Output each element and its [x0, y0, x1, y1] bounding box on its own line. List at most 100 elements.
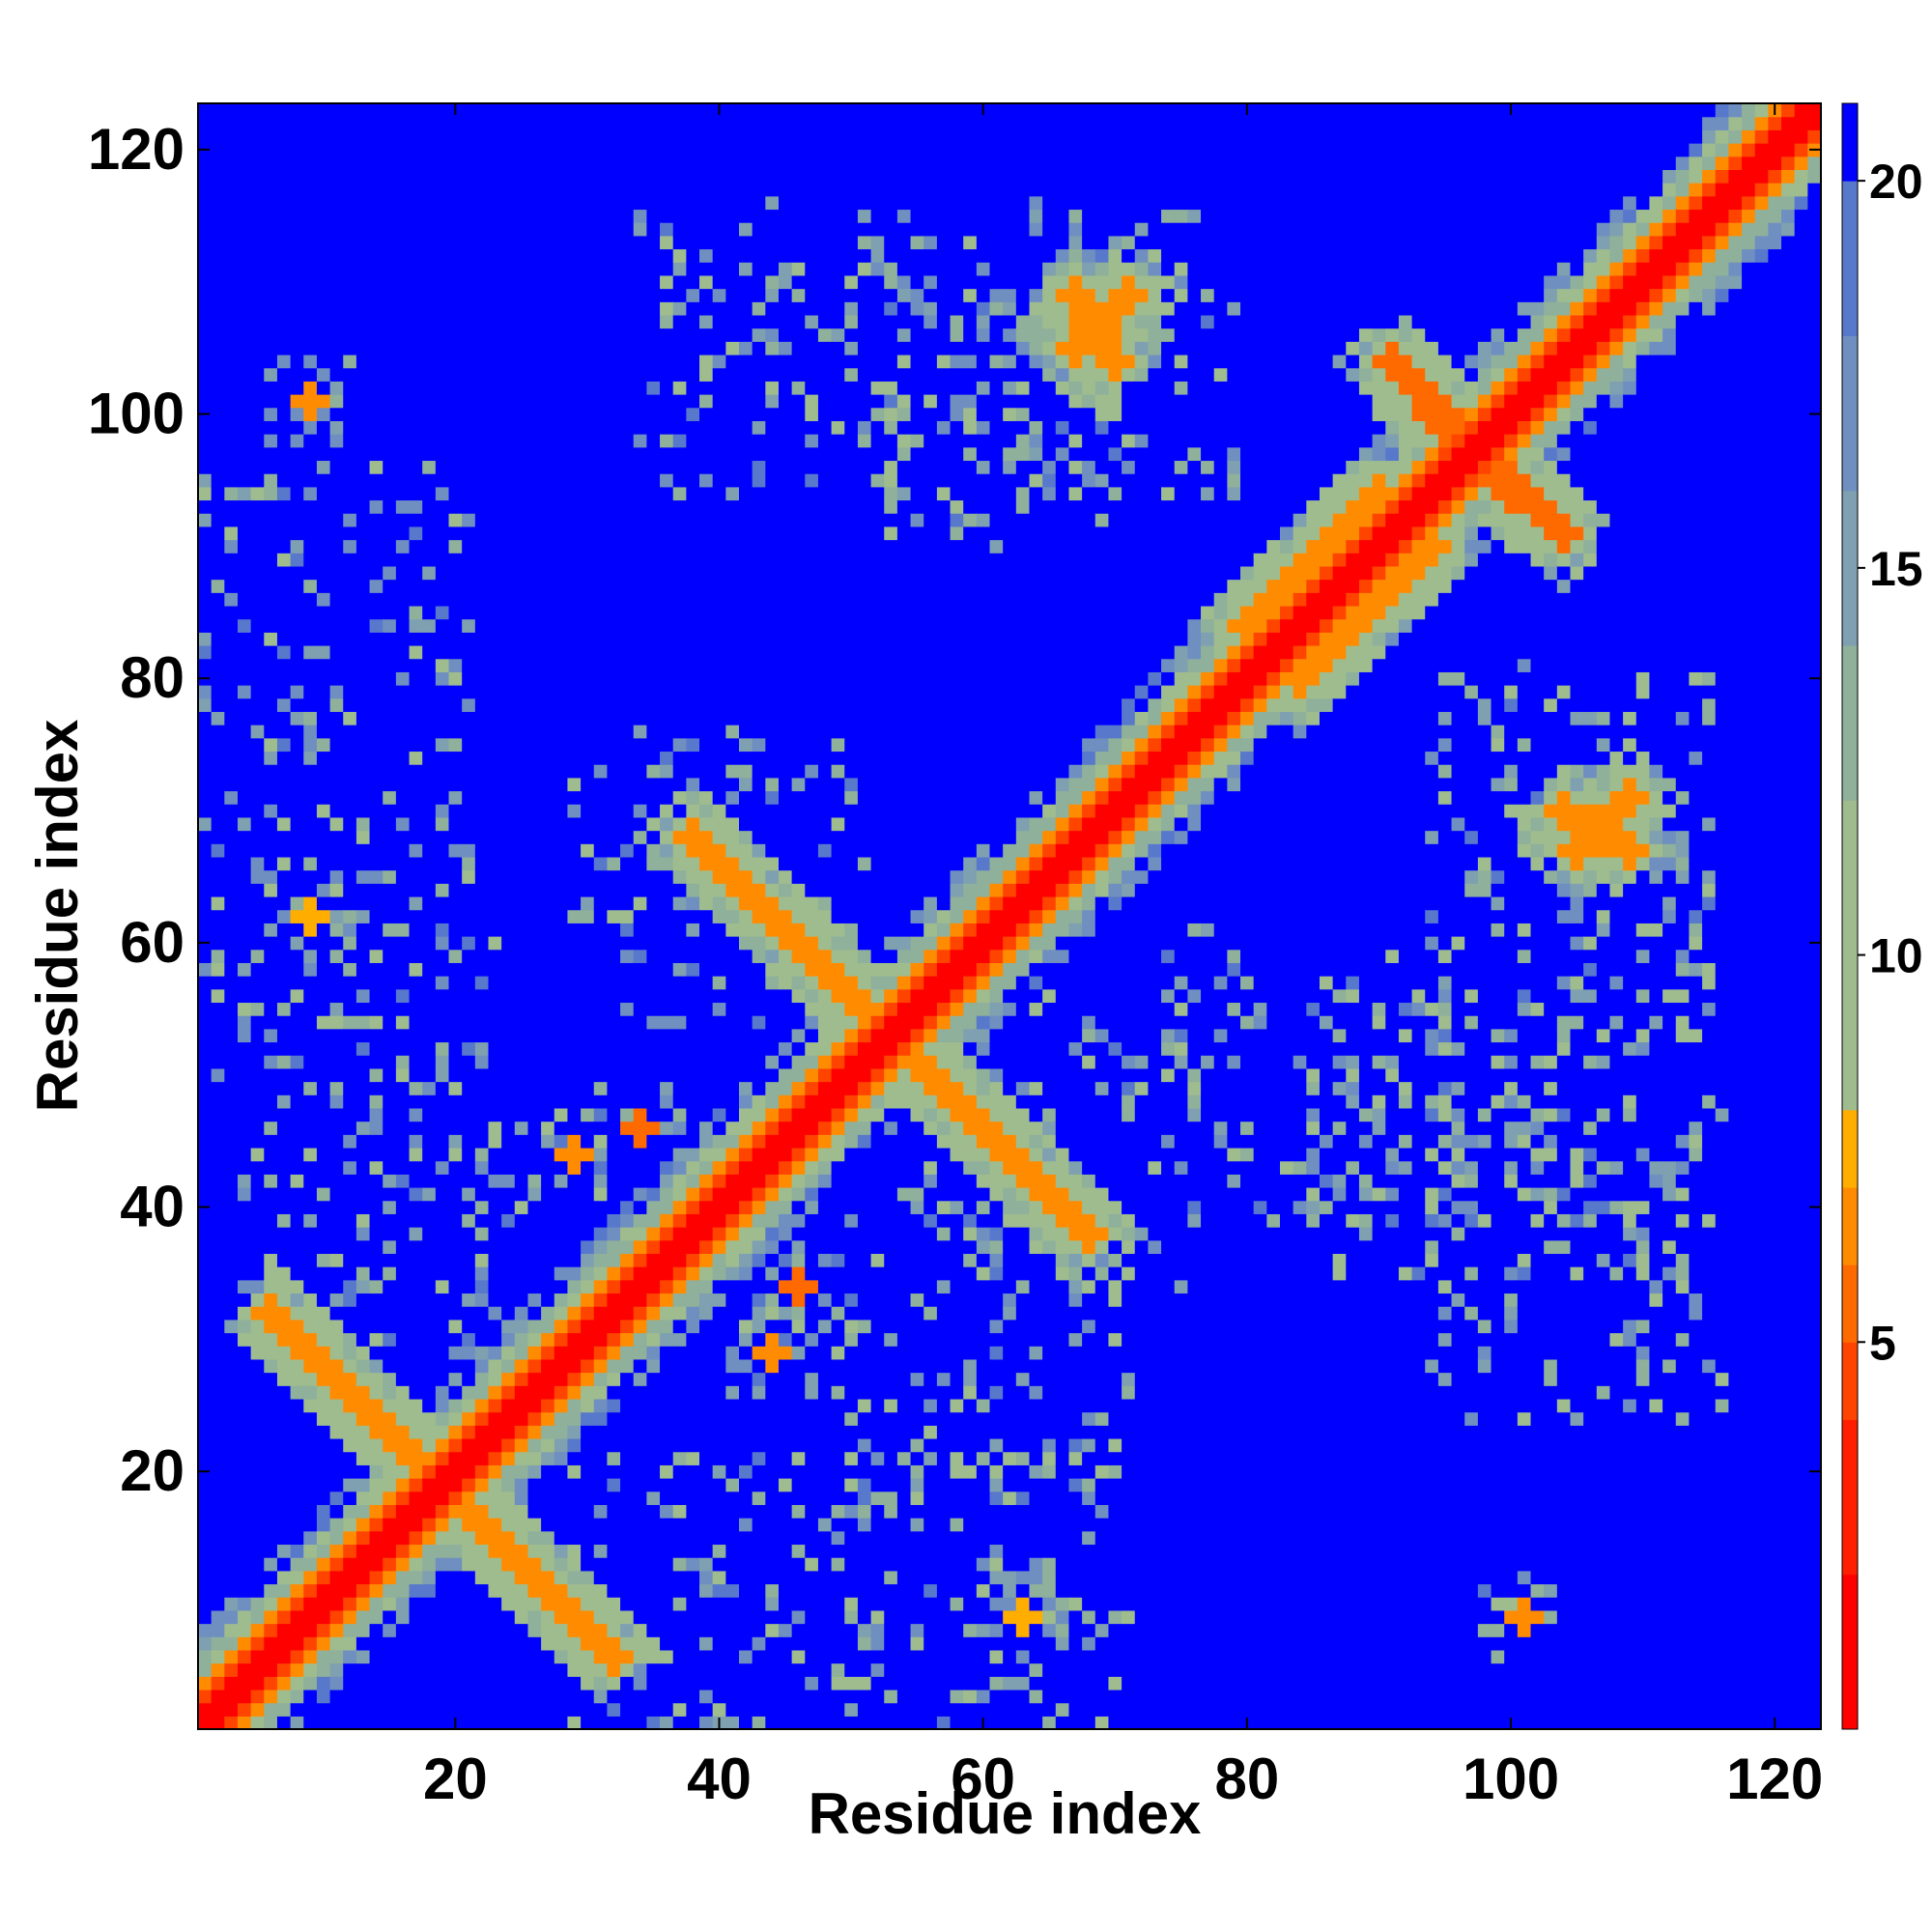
heatmap-cell: [383, 1570, 397, 1585]
heatmap-cell: [264, 883, 278, 897]
heatmap-cell: [395, 1557, 411, 1572]
heatmap-cell: [409, 1530, 423, 1546]
heatmap-cell: [554, 103, 569, 118]
heatmap-cell: [250, 1411, 265, 1426]
heatmap-cell: [355, 1530, 371, 1546]
heatmap-cell: [660, 724, 674, 739]
heatmap-cell: [303, 183, 318, 197]
heatmap-cell: [237, 685, 252, 699]
heatmap-cell: [567, 1451, 582, 1465]
heatmap-cell: [620, 327, 635, 342]
heatmap-cell: [593, 1306, 609, 1321]
heatmap-cell: [211, 1266, 225, 1281]
heatmap-cell: [633, 685, 647, 699]
heatmap-cell: [474, 327, 490, 342]
heatmap-cell: [316, 460, 331, 474]
heatmap-cell: [488, 1253, 502, 1267]
heatmap-cell: [395, 222, 411, 237]
heatmap-cell: [541, 592, 555, 607]
heatmap-cell: [633, 1451, 647, 1465]
heatmap-cell: [646, 1160, 661, 1175]
heatmap-cell: [686, 1028, 700, 1043]
heatmap-cell: [237, 1570, 252, 1585]
heatmap-cell: [462, 1437, 476, 1453]
heatmap-cell: [329, 499, 344, 514]
heatmap-cell: [660, 1676, 674, 1690]
heatmap-cell: [303, 341, 318, 355]
heatmap-cell: [660, 1319, 674, 1334]
heatmap-cell: [593, 1160, 609, 1175]
heatmap-cell: [725, 804, 740, 818]
heatmap-cell: [237, 988, 252, 1004]
heatmap-cell: [316, 1319, 331, 1334]
heatmap-cell: [448, 1649, 463, 1664]
heatmap-cell: [250, 1279, 265, 1294]
heatmap-cell: [369, 685, 384, 699]
heatmap-cell: [369, 976, 384, 990]
heatmap-cell: [567, 1557, 582, 1572]
heatmap-cell: [686, 407, 700, 421]
heatmap-cell: [276, 1583, 292, 1598]
heatmap-cell: [462, 1067, 476, 1083]
heatmap-cell: [488, 1147, 502, 1162]
heatmap-cell: [250, 565, 265, 581]
heatmap-cell: [409, 923, 423, 937]
heatmap-cell: [303, 1081, 318, 1095]
heatmap-cell: [646, 381, 661, 395]
heatmap-cell: [462, 632, 476, 646]
heatmap-cell: [554, 248, 569, 263]
heatmap-cell: [264, 1319, 278, 1334]
heatmap-cell: [725, 1478, 740, 1492]
heatmap-cell: [224, 314, 239, 329]
heatmap-cell: [383, 618, 397, 633]
heatmap-cell: [607, 1213, 621, 1228]
heatmap-cell: [514, 1174, 529, 1188]
heatmap-cell: [316, 1346, 331, 1360]
heatmap-cell: [395, 209, 411, 223]
heatmap-cell: [646, 1451, 661, 1465]
heatmap-cell: [383, 737, 397, 753]
heatmap-cell: [633, 883, 647, 897]
heatmap-cell: [329, 1544, 344, 1558]
heatmap-cell: [725, 1411, 740, 1426]
heatmap-cell: [686, 1716, 700, 1730]
heatmap-cell: [474, 394, 490, 409]
heatmap-cell: [541, 1662, 555, 1677]
heatmap-cell: [581, 1411, 595, 1426]
heatmap-cell: [607, 1160, 621, 1175]
heatmap-cell: [686, 1147, 700, 1162]
heatmap-cell: [462, 830, 476, 844]
heatmap-cell: [581, 1504, 595, 1519]
heatmap-cell: [474, 830, 490, 844]
heatmap-cell: [646, 274, 661, 290]
heatmap-cell: [541, 1689, 555, 1704]
heatmap-cell: [501, 1266, 516, 1281]
heatmap-cell: [672, 565, 687, 581]
heatmap-cell: [435, 407, 450, 421]
heatmap-cell: [527, 976, 542, 990]
heatmap-cell: [462, 1451, 476, 1465]
heatmap-cell: [660, 195, 674, 211]
heatmap-cell: [198, 183, 213, 197]
heatmap-cell: [435, 1332, 450, 1347]
heatmap-cell: [620, 1200, 635, 1214]
heatmap-cell: [383, 1174, 397, 1188]
heatmap-cell: [567, 1372, 582, 1386]
heatmap-cell: [276, 605, 292, 620]
heatmap-cell: [660, 1160, 674, 1175]
heatmap-cell: [660, 1504, 674, 1519]
heatmap-cell: [264, 1609, 278, 1625]
heatmap-cell: [581, 143, 595, 157]
heatmap-cell: [250, 1437, 265, 1453]
heatmap-cell: [343, 1332, 357, 1347]
heatmap-cell: [620, 1544, 635, 1558]
heatmap-cell: [514, 1636, 529, 1651]
heatmap-cell: [462, 579, 476, 593]
heatmap-cell: [725, 1451, 740, 1465]
heatmap-cell: [264, 1689, 278, 1704]
heatmap-cell: [541, 1266, 555, 1281]
heatmap-cell: [290, 685, 304, 699]
heatmap-cell: [237, 473, 252, 488]
heatmap-cell: [672, 671, 687, 686]
heatmap-cell: [712, 1689, 726, 1704]
